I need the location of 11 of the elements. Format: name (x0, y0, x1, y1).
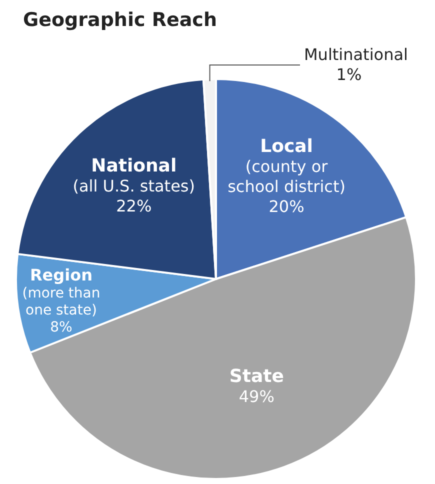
data-label: 20% (268, 196, 304, 216)
slice-label: National (all U.S. states) (72, 156, 195, 196)
data-label: 22% (116, 196, 152, 216)
slice-label: State (229, 366, 284, 387)
slice-label: Region (more than one state) (22, 266, 100, 319)
chart-title: Geographic Reach (23, 9, 217, 31)
slice-label: Local (county or school district) (228, 136, 346, 196)
data-label: 1% (336, 65, 362, 84)
data-label: 8% (50, 320, 72, 336)
data-label: 49% (238, 386, 274, 406)
slice-label: Multinational (304, 45, 408, 64)
